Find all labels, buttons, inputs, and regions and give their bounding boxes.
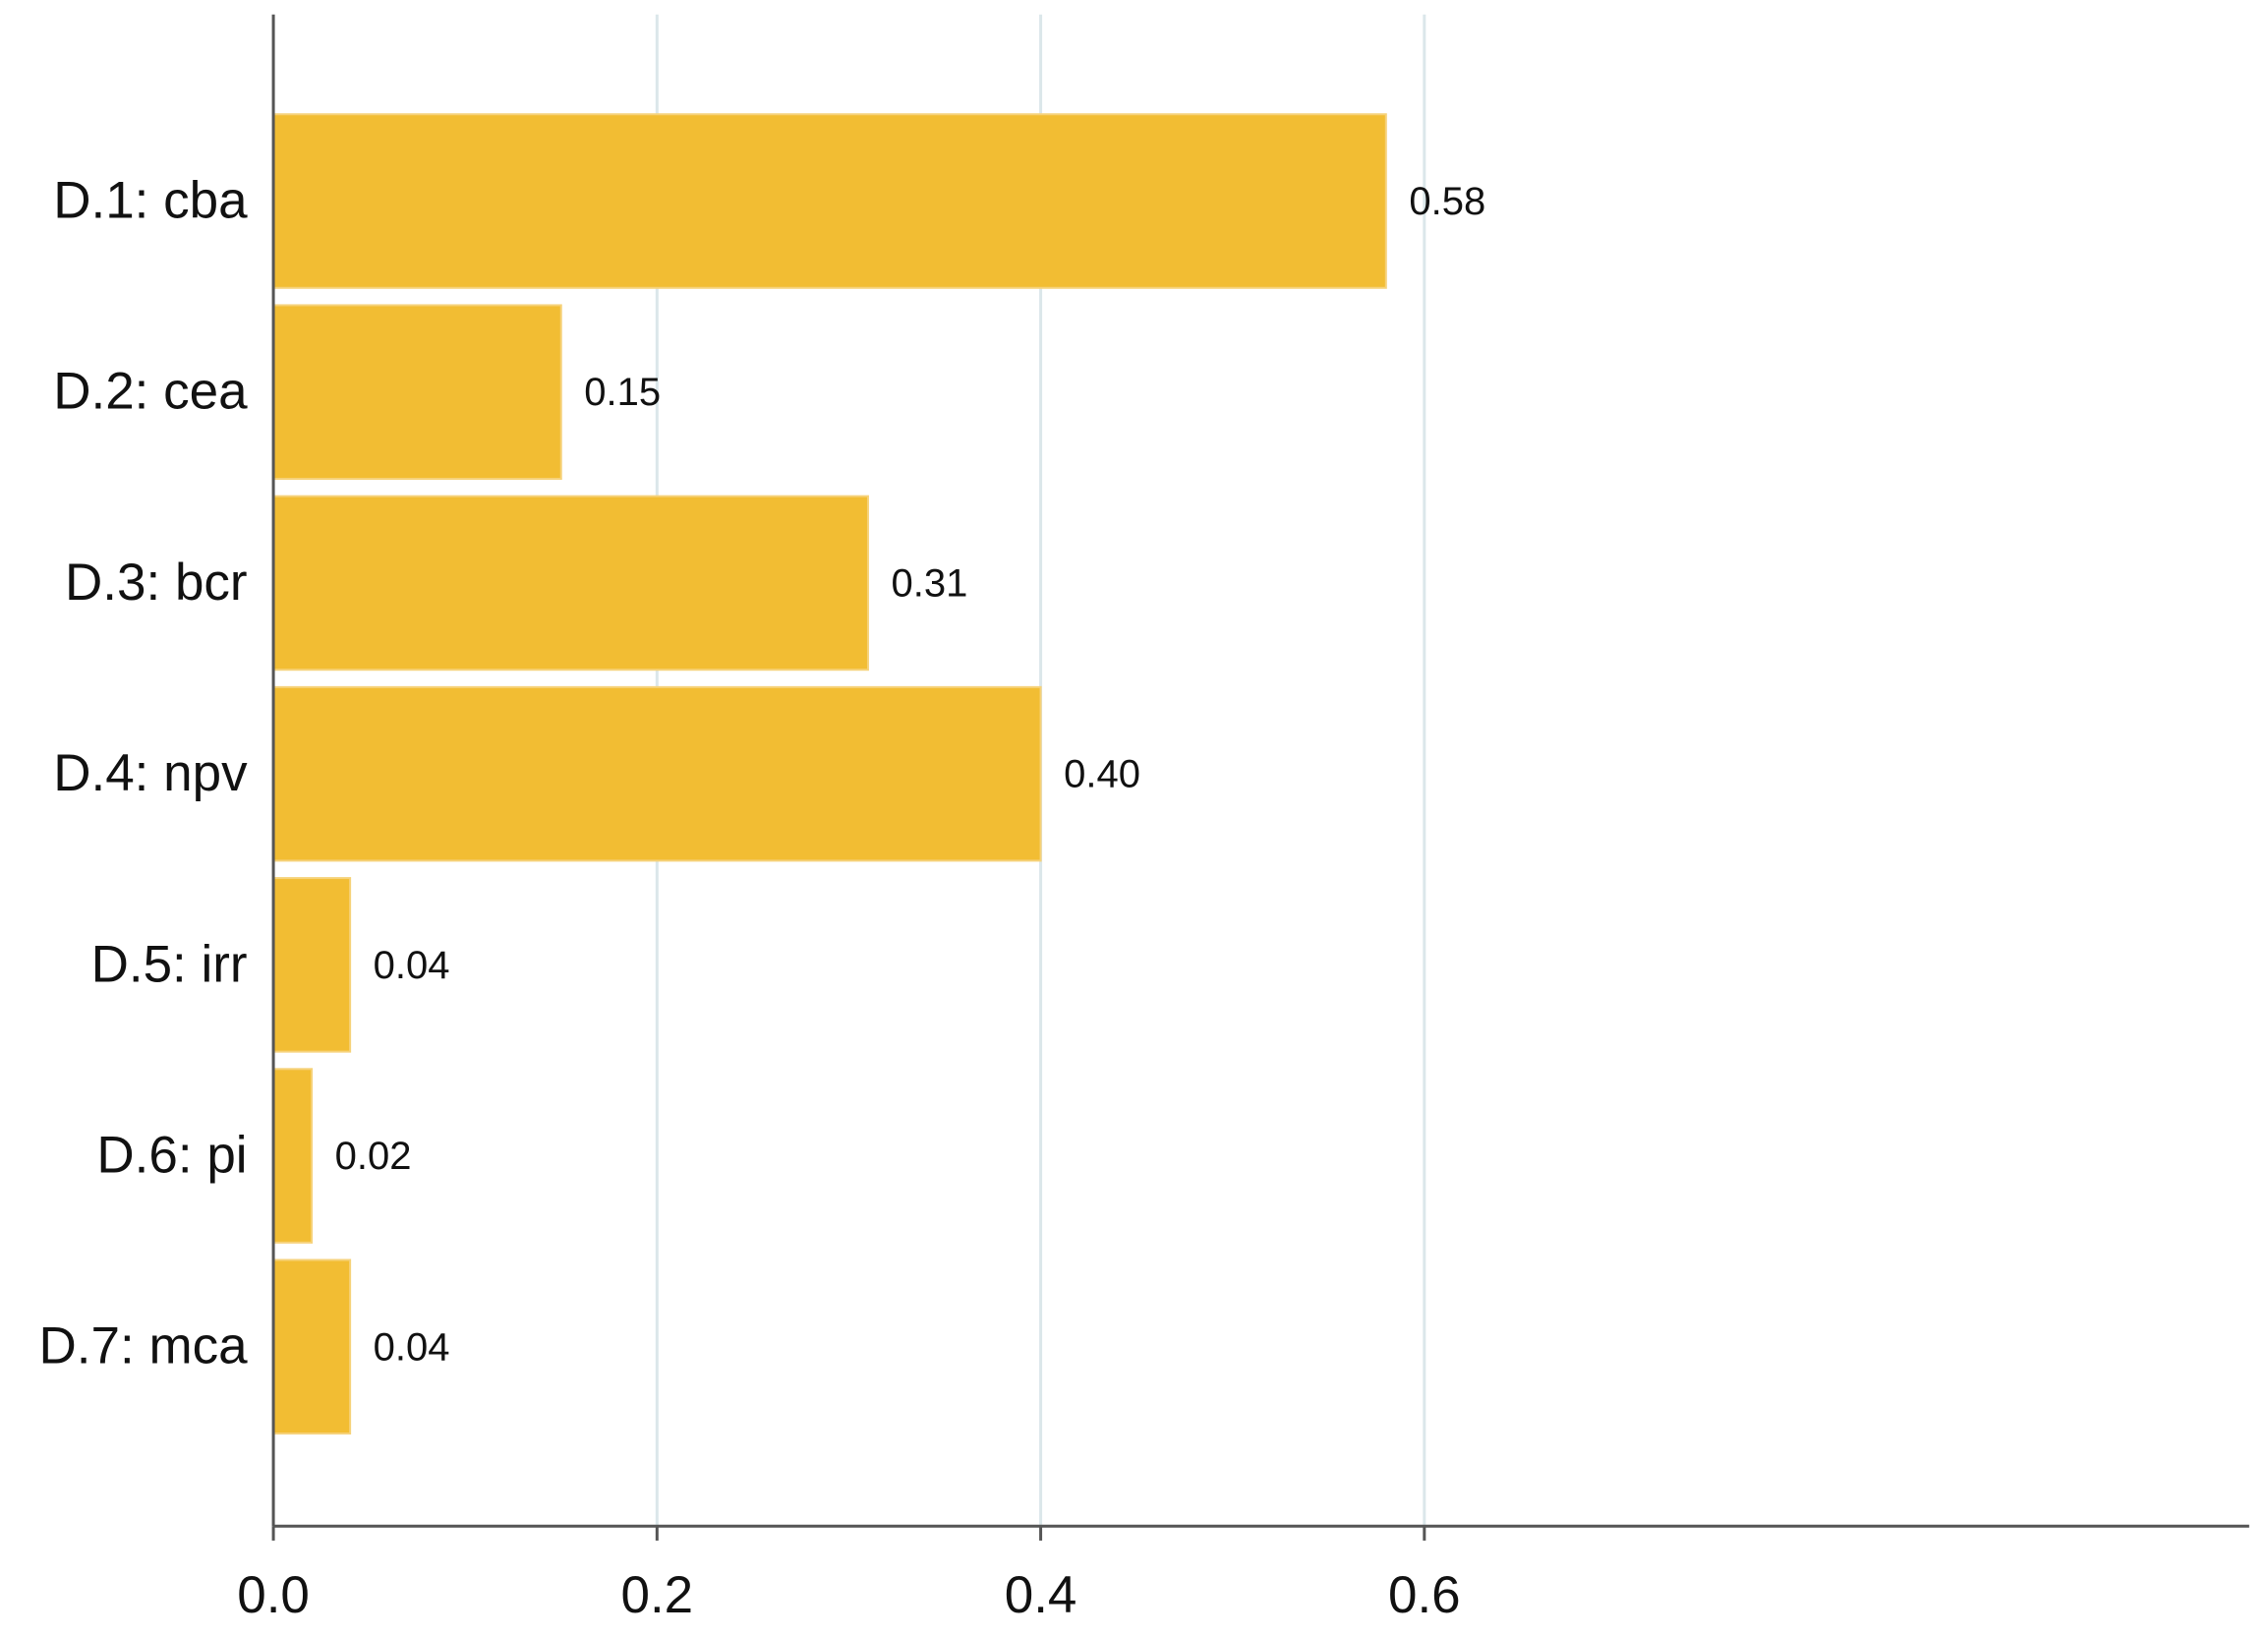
- bar: [272, 495, 869, 672]
- value-label: 0.15: [584, 371, 661, 414]
- bar: [272, 304, 562, 481]
- value-label: 0.02: [335, 1135, 412, 1178]
- bar: [272, 1258, 352, 1435]
- category-label: D.4: npv: [53, 744, 248, 802]
- bar: [272, 685, 1042, 862]
- x-tick-label: 0.6: [1388, 1566, 1461, 1624]
- bar: [272, 877, 352, 1053]
- value-label: 0.58: [1409, 180, 1485, 223]
- category-label: D.3: bcr: [65, 554, 248, 612]
- x-tick-label: 0.0: [237, 1566, 310, 1624]
- x-tick-label: 0.4: [1005, 1566, 1077, 1624]
- category-label: D.1: cba: [53, 171, 248, 229]
- category-label: D.7: mca: [39, 1317, 249, 1375]
- category-label: D.6: pi: [96, 1127, 247, 1185]
- value-label: 0.04: [374, 944, 450, 987]
- bar: [272, 113, 1387, 289]
- bar: [272, 1068, 314, 1244]
- category-label: D.5: irr: [91, 935, 248, 993]
- x-tick-label: 0.2: [620, 1566, 693, 1624]
- value-label: 0.04: [374, 1325, 450, 1369]
- value-label: 0.31: [892, 561, 968, 605]
- value-label: 0.40: [1064, 753, 1140, 796]
- category-label: D.2: cea: [53, 363, 248, 421]
